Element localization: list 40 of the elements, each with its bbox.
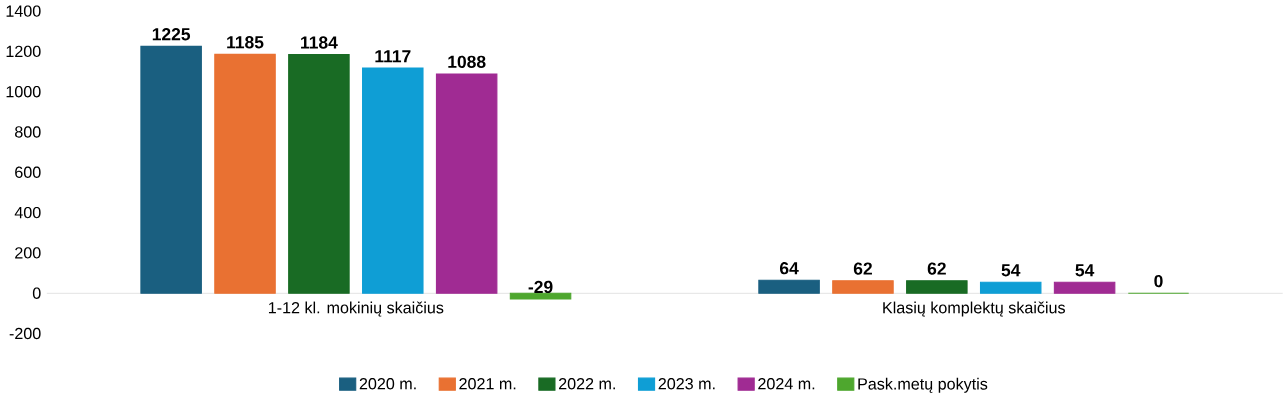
data-label: -29 <box>528 280 553 293</box>
bar <box>288 53 350 294</box>
bar <box>758 279 820 294</box>
bar <box>140 45 202 294</box>
y-tick-label: 0 <box>32 287 41 299</box>
x-tick-label: Klasių komplektų skaičius <box>883 301 1065 317</box>
y-tick-label: 1200 <box>6 45 41 57</box>
data-label: 1225 <box>152 27 191 41</box>
data-label: 54 <box>1001 264 1021 277</box>
y-tick-label: 400 <box>14 206 41 219</box>
data-label: 1185 <box>227 35 264 49</box>
data-label: 62 <box>853 262 872 275</box>
bar <box>435 73 498 294</box>
y-tick-label: -200 <box>9 327 41 340</box>
x-tick-label: 1-12 kl. mokinių skaičius <box>268 301 444 317</box>
data-label: 0 <box>1154 274 1163 288</box>
bar <box>1053 281 1116 294</box>
y-tick-label: 800 <box>15 126 41 138</box>
legend-label: 2021 m. <box>459 377 516 390</box>
data-label: 1117 <box>375 50 411 63</box>
data-label: 64 <box>779 261 799 275</box>
bar <box>509 292 572 300</box>
data-label: 54 <box>1075 264 1095 277</box>
legend-label: 2024 m. <box>758 377 815 390</box>
legend-label: 2023 m. <box>658 377 715 390</box>
data-label: 1088 <box>448 55 486 68</box>
legend-label: 2020 m. <box>359 377 416 390</box>
bar <box>906 280 968 294</box>
data-label: 1184 <box>301 36 338 49</box>
bar <box>362 67 424 294</box>
data-label: 62 <box>927 262 946 275</box>
y-tick-label: 600 <box>15 166 41 178</box>
y-tick-label: 1400 <box>6 5 41 17</box>
bar <box>979 281 1042 294</box>
legend-label: 2022 m. <box>558 377 615 390</box>
bar <box>214 53 276 294</box>
bar <box>832 280 894 294</box>
y-tick-label: 1000 <box>6 85 41 98</box>
y-tick-label: 200 <box>15 247 41 259</box>
legend-label: Pask.metų pokytis <box>858 377 988 393</box>
